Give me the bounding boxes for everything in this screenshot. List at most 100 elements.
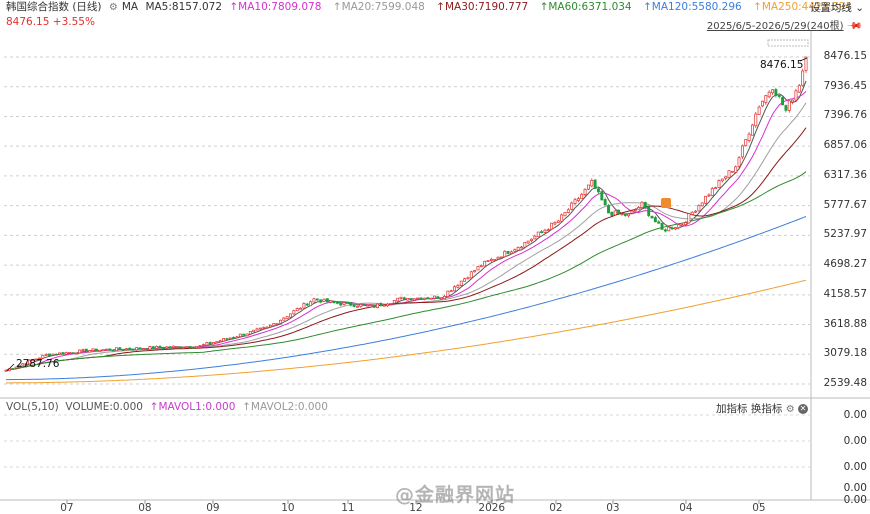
candle-body <box>161 347 165 349</box>
candle-body <box>720 178 724 182</box>
candle-body <box>580 193 584 199</box>
candle-body <box>426 297 430 299</box>
candle-body <box>48 353 51 357</box>
date-tick-label: 12 <box>409 502 423 514</box>
candle-body <box>309 301 313 307</box>
ma60-line <box>5 171 807 371</box>
candle-body <box>469 271 473 279</box>
settings-gear-icon[interactable]: ⚙ <box>108 2 118 13</box>
moving-average-lines <box>5 80 807 384</box>
candle-body <box>761 100 764 107</box>
price-tick-label: 5777.67 <box>823 198 867 211</box>
candle-body <box>279 319 282 324</box>
candle-body <box>797 85 801 93</box>
candle-body <box>17 364 21 368</box>
candle-body <box>590 180 594 187</box>
candle-body <box>352 304 356 307</box>
date-tick-label: 11 <box>341 502 355 514</box>
chevron-down-icon: ⌄ <box>855 2 864 14</box>
candle-body <box>433 295 436 299</box>
date-tick-label: 07 <box>60 502 74 514</box>
candle-body <box>118 347 122 350</box>
candle-body <box>794 90 798 101</box>
chart-frame: 8476.15 2787.76 <box>0 30 870 504</box>
candle-body <box>473 270 477 273</box>
candle-body <box>151 346 155 349</box>
candle-body <box>694 210 697 213</box>
switch-indicator-button[interactable]: 换指标 <box>750 403 783 415</box>
candle-body <box>453 286 456 292</box>
candle-body <box>422 297 426 300</box>
high-pointer <box>799 57 808 62</box>
candle-body <box>125 348 128 351</box>
candle-body <box>730 170 734 173</box>
date-range[interactable]: 2025/6/5-2026/5/29(240根) 📌 <box>706 18 863 35</box>
candle-body <box>530 238 533 241</box>
candle-body <box>392 300 396 304</box>
candle-body <box>667 226 671 232</box>
ma-settings-button[interactable]: 设置均线 ⌄ <box>809 2 864 14</box>
current-price: 8476.15 <box>6 16 50 28</box>
candle-body <box>356 305 359 308</box>
candle-body <box>657 221 661 224</box>
candle-body <box>232 337 236 339</box>
candle-body <box>382 304 386 307</box>
candle-body <box>386 303 390 307</box>
candle-body <box>138 347 142 350</box>
event-marker-icon <box>661 198 671 208</box>
ma10-value: ↑MA10:7809.078 <box>229 1 322 13</box>
price-grid <box>4 56 810 468</box>
candle-body <box>650 215 654 219</box>
add-indicator-button[interactable]: 加指标 <box>716 403 748 415</box>
price-tick-label: 7936.45 <box>823 79 867 92</box>
candle-body <box>372 304 376 308</box>
candle-body <box>111 349 115 352</box>
candle-body <box>637 207 641 210</box>
candle-body <box>496 256 500 260</box>
candle-body <box>727 170 731 179</box>
candle-body <box>235 336 239 339</box>
candle-body <box>597 188 600 193</box>
candle-body <box>520 246 523 249</box>
candle-body <box>677 224 681 229</box>
candle-body <box>282 317 286 321</box>
candle-body <box>21 363 25 366</box>
high-annotation: 8476.15 <box>760 59 803 71</box>
candle-body <box>663 229 667 232</box>
candle-body <box>670 227 674 230</box>
candle-body <box>513 249 517 252</box>
candle-body <box>607 205 610 214</box>
candle-body <box>409 298 413 301</box>
candle-body <box>516 246 520 251</box>
candle-body <box>34 358 38 361</box>
ma-legend-row: 韩国综合指数 (日线) ⚙ MA MA5:8157.072 ↑MA10:7809.… <box>6 0 860 14</box>
candle-body <box>319 299 323 303</box>
volume-axis-label: 0.00 <box>843 461 867 473</box>
candle-body <box>687 213 691 224</box>
indicator-gear-icon[interactable]: ⚙ <box>785 404 795 415</box>
candle-body <box>268 324 272 328</box>
indicator-tools: 加指标 换指标 ⚙ ✕ <box>716 401 808 416</box>
candle-body <box>754 113 758 127</box>
candle-body <box>406 297 410 301</box>
low-annotation: 2787.76 <box>16 358 60 370</box>
close-indicator-icon[interactable]: ✕ <box>798 404 808 414</box>
candle-body <box>208 341 212 345</box>
candle-body <box>499 256 503 259</box>
candle-body <box>115 347 118 352</box>
price-tick-label: 4158.57 <box>823 287 867 300</box>
candle-body <box>486 260 490 262</box>
candle-body <box>724 176 728 179</box>
candle-body <box>74 352 78 355</box>
candle-body <box>81 349 85 351</box>
candle-body <box>714 187 718 190</box>
candle-body <box>546 229 550 231</box>
candle-body <box>396 297 400 302</box>
volume-axis-label: 0.00 <box>843 409 867 421</box>
candle-body <box>747 133 751 141</box>
candle-body <box>660 222 664 230</box>
candle-body <box>362 303 366 306</box>
volume-value: VOLUME:0.000 <box>65 401 143 413</box>
candle-body <box>335 301 339 304</box>
